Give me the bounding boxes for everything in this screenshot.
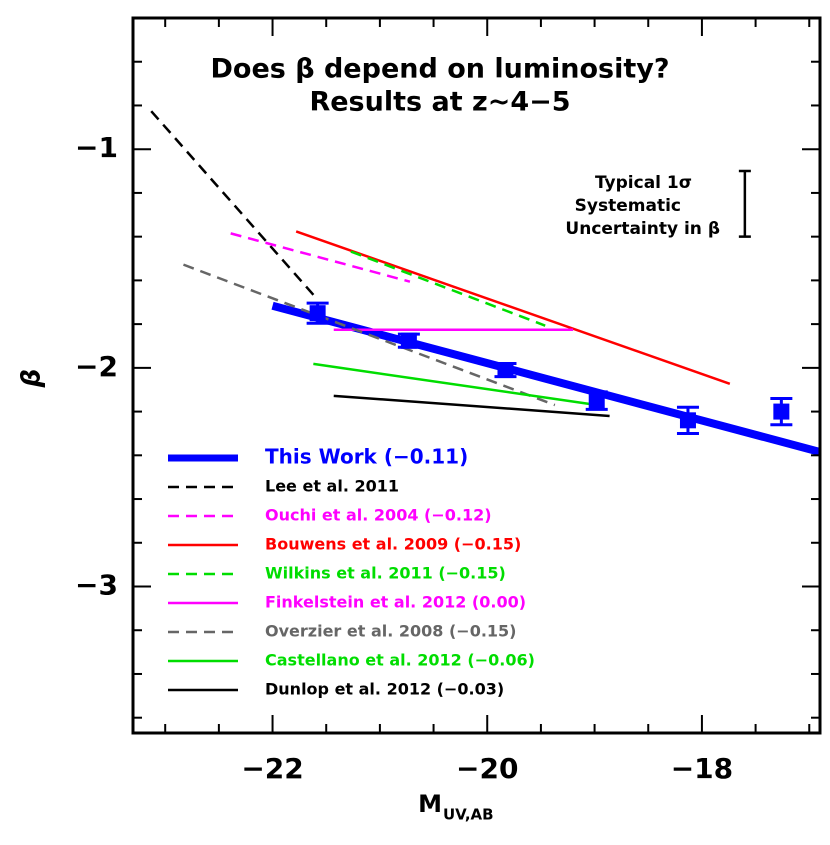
legend-label: Bouwens et al. 2009 (−0.15) [265, 535, 521, 554]
legend-label: Dunlop et al. 2012 (−0.03) [265, 680, 504, 699]
legend-label: Overzier et al. 2008 (−0.15) [265, 622, 517, 641]
series-line [271, 301, 820, 456]
y-tick-label: −1 [75, 131, 118, 164]
data-point [588, 392, 605, 409]
legend-label: Castellano et al. 2012 (−0.06) [265, 651, 535, 670]
x-tick-label: −22 [241, 752, 303, 785]
chart-title: Results at z~4−5 [309, 87, 570, 118]
annotation-text: Typical 1σ [595, 173, 692, 193]
series-line [350, 250, 546, 327]
y-axis-label: β [17, 369, 47, 389]
series-line [333, 394, 610, 418]
chart-title: Does β depend on luminosity? [211, 54, 670, 85]
series-line [150, 110, 319, 301]
plot-area [150, 110, 820, 456]
x-axis-label: M [418, 790, 442, 818]
x-tick-label: −18 [671, 752, 733, 785]
x-tick-label: −20 [456, 752, 518, 785]
series-line [183, 263, 556, 407]
systematic-bar [738, 169, 751, 238]
y-tick-label: −2 [75, 350, 118, 383]
legend-label: Finkelstein et al. 2012 (0.00) [265, 593, 526, 612]
legend-label: Ouchi et al. 2004 (−0.12) [265, 506, 492, 525]
annotation-text: Uncertainty in β [565, 219, 720, 239]
legend-label: This Work (−0.11) [265, 445, 468, 469]
x-axis-label-sub: UV,AB [443, 806, 494, 824]
annotation-text: Systematic [575, 196, 681, 216]
data-point [773, 403, 790, 420]
plot-frame [131, 16, 822, 735]
data-point [497, 362, 514, 379]
data-point [679, 412, 696, 429]
series-line [230, 232, 411, 283]
data-point [309, 305, 326, 322]
legend-label: Wilkins et al. 2011 (−0.15) [265, 564, 506, 583]
legend-label: Lee et al. 2011 [265, 477, 399, 496]
data-point [400, 332, 417, 349]
series-line [313, 362, 597, 407]
y-tick-label: −3 [75, 569, 118, 602]
series-line [295, 230, 731, 385]
